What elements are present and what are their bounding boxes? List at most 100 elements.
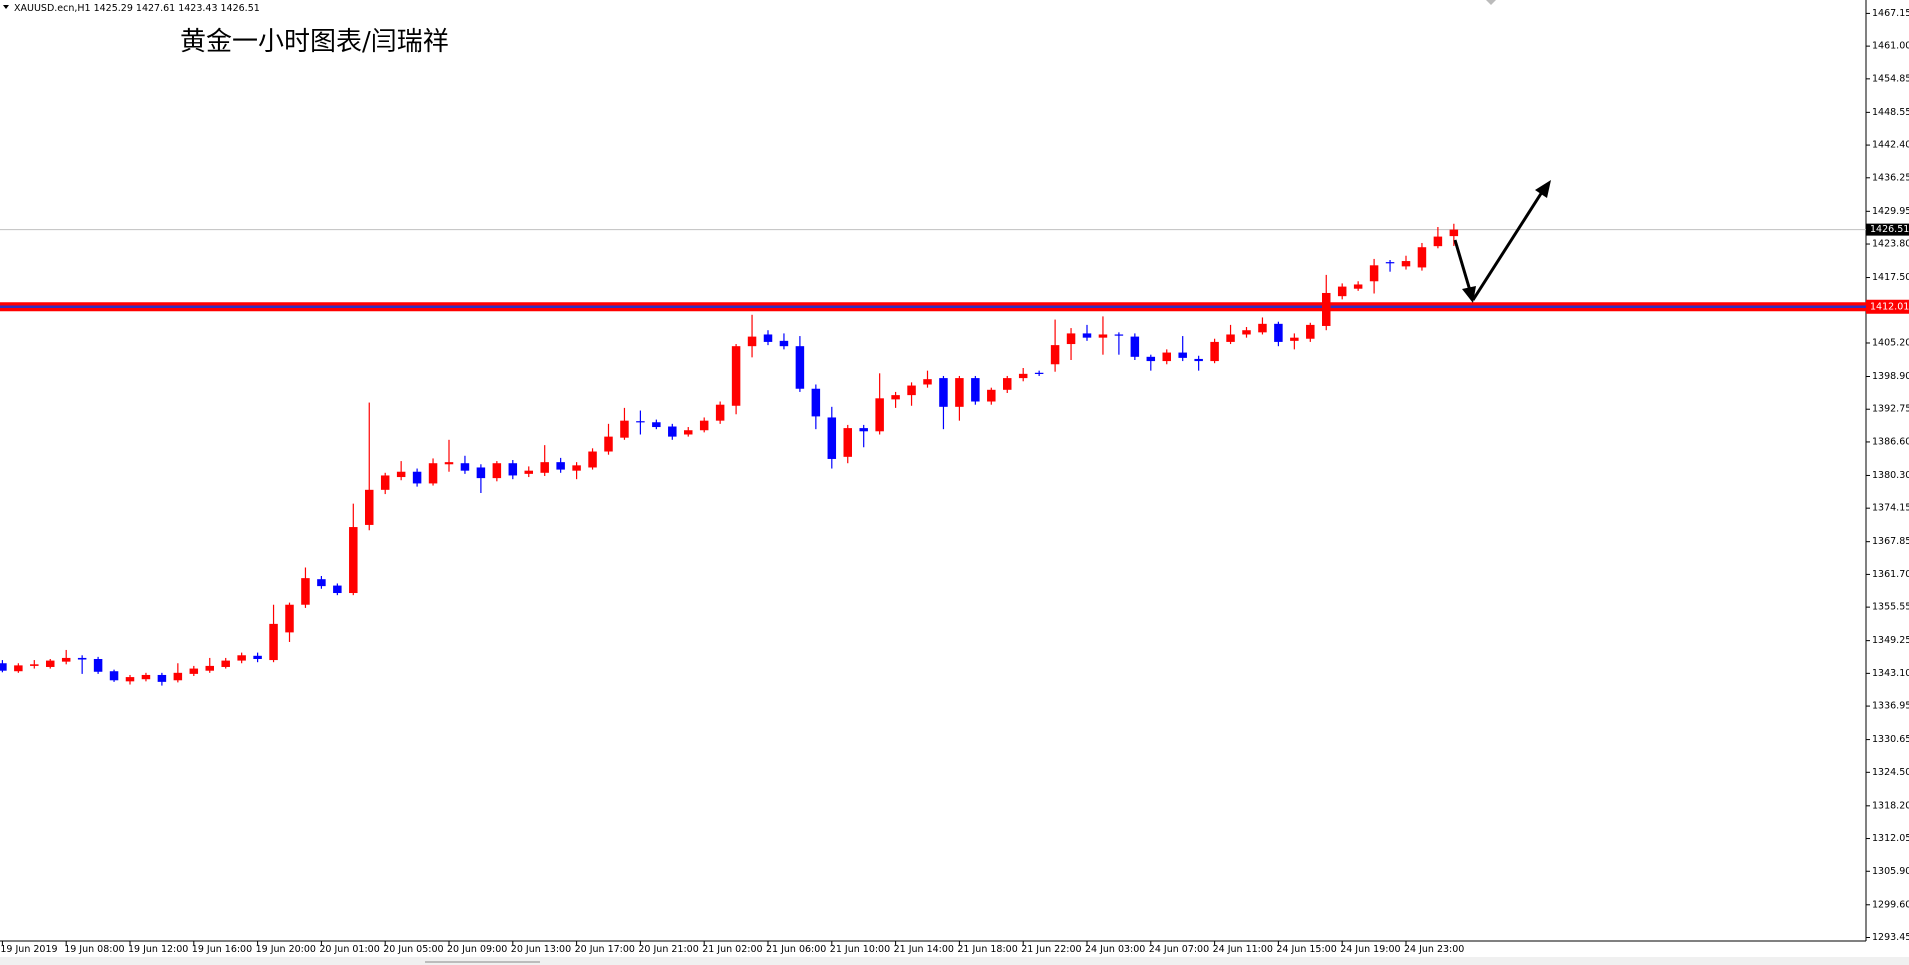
- candle-body: [1146, 356, 1156, 362]
- y-tick-label: 1405.20: [1872, 337, 1909, 348]
- x-tick-label: 24 Jun 03:00: [1085, 944, 1145, 955]
- candle-body: [1274, 323, 1283, 342]
- candle-body: [604, 436, 613, 452]
- candle-body: [843, 428, 852, 457]
- y-tick-label: 1461.00: [1872, 41, 1909, 52]
- y-tick-label: 1305.90: [1872, 866, 1909, 877]
- candle-body: [269, 623, 278, 661]
- candle-body: [811, 388, 821, 417]
- x-tick-label: 21 Jun 02:00: [702, 944, 762, 955]
- candle-body: [955, 378, 964, 407]
- candle-body: [652, 422, 661, 428]
- candle-body: [157, 674, 167, 682]
- candle-body: [0, 663, 7, 671]
- candle-body: [859, 428, 868, 432]
- candle-body: [1306, 324, 1315, 339]
- candle-body: [1353, 284, 1363, 289]
- candle-body: [1066, 333, 1076, 345]
- x-tick-label: 24 Jun 19:00: [1340, 944, 1400, 955]
- candle-body: [460, 463, 470, 471]
- candle-body: [61, 657, 71, 662]
- candle-body: [987, 389, 996, 402]
- candle-body: [14, 665, 23, 672]
- candle-body: [1210, 341, 1219, 362]
- y-tick-label: 1374.15: [1872, 503, 1909, 514]
- candle-body: [1417, 247, 1427, 268]
- x-tick-label: 20 Jun 21:00: [638, 944, 698, 955]
- candle-body: [1130, 336, 1140, 357]
- y-tick-label: 1293.45: [1872, 932, 1909, 943]
- x-tick-label: 19 Jun 2019: [0, 944, 57, 955]
- candle-body: [684, 430, 693, 435]
- candle-body: [763, 334, 773, 342]
- x-tick-label: 19 Jun 20:00: [256, 944, 316, 955]
- candle-body: [668, 426, 677, 437]
- candle-body: [77, 657, 87, 660]
- candle-body: [141, 674, 151, 680]
- y-tick-label: 1448.55: [1872, 107, 1909, 118]
- candle-body: [380, 475, 390, 490]
- candle-body: [795, 346, 805, 389]
- candle-body: [492, 463, 502, 479]
- candle-body: [253, 655, 262, 659]
- x-tick-label: 21 Jun 10:00: [830, 944, 890, 955]
- candle-body: [939, 378, 948, 407]
- x-tick-label: 24 Jun 07:00: [1149, 944, 1209, 955]
- candle-body: [1003, 378, 1012, 390]
- candle-body: [396, 471, 406, 478]
- candle-body: [444, 462, 454, 465]
- candle-body: [524, 470, 533, 474]
- x-tick-label: 21 Jun 14:00: [894, 944, 954, 955]
- x-tick-label: 19 Jun 16:00: [192, 944, 252, 955]
- y-tick-label: 1324.50: [1872, 767, 1909, 778]
- y-tick-label: 1442.40: [1872, 140, 1909, 151]
- x-tick-label: 20 Jun 05:00: [383, 944, 443, 955]
- candle-body: [301, 578, 310, 605]
- candle-body: [1178, 352, 1187, 358]
- candle-body: [476, 467, 486, 479]
- candle-body: [1194, 358, 1203, 362]
- y-tick-label: 1392.75: [1872, 404, 1909, 415]
- x-tick-label: 21 Jun 06:00: [766, 944, 826, 955]
- y-tick-label: 1429.95: [1872, 206, 1909, 217]
- candle-body: [699, 420, 709, 431]
- candle-body: [588, 451, 597, 468]
- y-tick-label: 1312.05: [1872, 833, 1909, 844]
- candle-body: [1226, 334, 1235, 342]
- y-tick-label: 1336.95: [1872, 701, 1909, 712]
- candle-body: [349, 527, 358, 594]
- candle-body: [412, 471, 422, 484]
- x-tick-label: 21 Jun 18:00: [957, 944, 1017, 955]
- candle-body: [365, 489, 374, 525]
- y-tick-label: 1367.85: [1872, 536, 1909, 547]
- x-tick-label: 20 Jun 09:00: [447, 944, 507, 955]
- scroll-marker: [1486, 0, 1496, 5]
- arrow-annotation: [1453, 180, 1551, 303]
- candle-body: [109, 671, 119, 681]
- candle-body: [620, 420, 629, 438]
- chart-title: 黄金一小时图表/闫瑞祥: [180, 27, 449, 57]
- candle-body: [907, 385, 916, 396]
- last-price-box: [1866, 223, 1909, 236]
- y-tick-label: 1380.30: [1872, 470, 1909, 481]
- menu-arrow[interactable]: [3, 5, 9, 9]
- candle-body: [1433, 236, 1443, 247]
- y-tick-label: 1467.15: [1872, 8, 1909, 19]
- candle-body: [125, 677, 135, 682]
- candle-body: [1162, 352, 1171, 362]
- candle-body: [1337, 286, 1347, 297]
- candle-body: [1114, 334, 1124, 336]
- candle-body: [1290, 337, 1299, 341]
- candle-body: [30, 664, 39, 666]
- x-tick-label: 20 Jun 01:00: [319, 944, 379, 955]
- candle-body: [205, 665, 214, 671]
- candle-body: [1369, 265, 1379, 282]
- y-tick-label: 1343.10: [1872, 668, 1909, 679]
- candle-body: [285, 604, 294, 633]
- y-tick-label: 1355.55: [1872, 602, 1909, 613]
- candle-body: [1449, 229, 1459, 237]
- y-tick-label: 1417.50: [1872, 272, 1909, 283]
- candle-body: [1258, 323, 1267, 333]
